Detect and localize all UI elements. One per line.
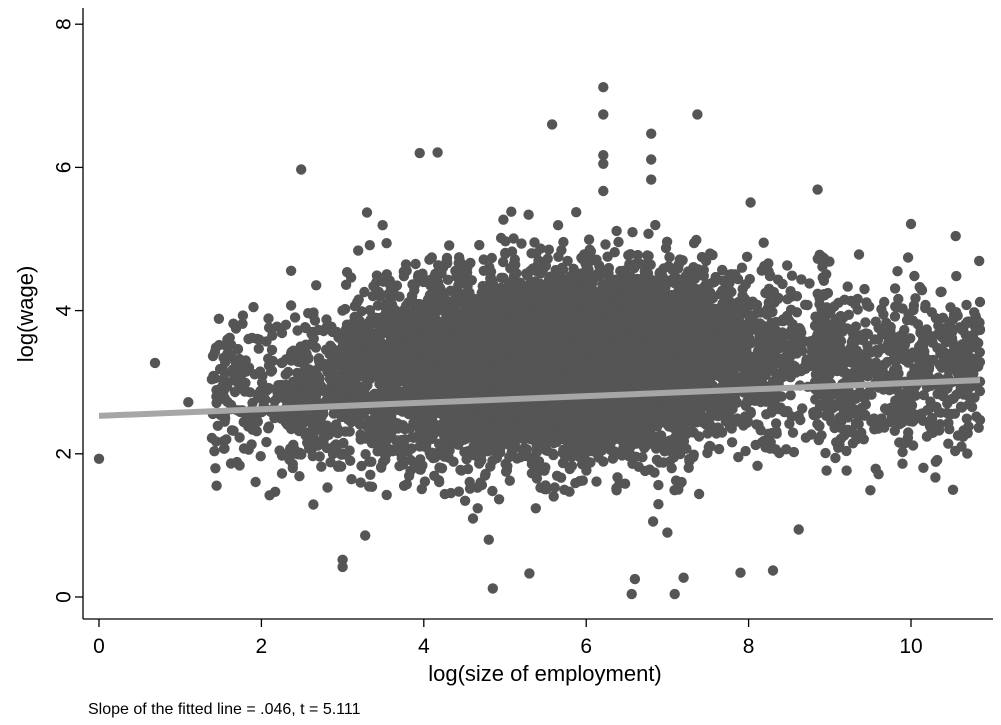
data-point	[947, 484, 959, 495]
data-point	[289, 312, 301, 323]
data-point	[263, 322, 275, 333]
data-point	[355, 477, 366, 488]
data-point	[530, 503, 541, 514]
data-point	[583, 234, 595, 245]
data-point	[691, 234, 702, 246]
data-point	[267, 355, 278, 367]
data-point	[434, 462, 445, 473]
data-point	[897, 458, 908, 469]
data-point	[506, 206, 517, 217]
data-point	[791, 291, 803, 302]
data-point	[777, 278, 788, 290]
data-point	[444, 240, 455, 251]
data-point	[398, 271, 410, 282]
data-point	[591, 476, 602, 487]
data-point	[611, 225, 622, 237]
data-point	[661, 236, 673, 247]
data-point	[266, 344, 278, 356]
data-point	[464, 476, 475, 488]
data-point	[465, 257, 476, 269]
data-point	[787, 427, 799, 438]
data-point	[353, 245, 364, 256]
data-point	[243, 444, 254, 455]
data-point	[613, 236, 624, 248]
data-point	[909, 270, 920, 282]
data-point	[415, 454, 426, 465]
data-point	[213, 313, 225, 324]
data-point	[897, 446, 908, 458]
data-point	[889, 311, 901, 322]
data-point	[570, 477, 581, 489]
data-point	[210, 463, 221, 474]
data-point	[263, 313, 274, 324]
data-point	[974, 255, 985, 267]
data-point	[647, 516, 659, 527]
data-point	[785, 390, 796, 401]
data-point	[713, 443, 725, 455]
data-point	[816, 430, 827, 441]
data-point	[498, 214, 509, 225]
data-point	[480, 468, 491, 480]
data-point	[271, 321, 283, 332]
data-point	[741, 251, 753, 262]
data-point	[504, 475, 515, 486]
data-point	[721, 409, 733, 420]
data-point	[308, 307, 319, 318]
data-point	[250, 476, 261, 488]
data-point	[308, 499, 319, 510]
data-point	[899, 324, 910, 336]
data-point	[853, 249, 865, 260]
data-point	[356, 460, 367, 472]
data-point	[962, 448, 973, 459]
data-point	[381, 238, 392, 249]
data-point	[566, 460, 578, 472]
data-point	[951, 270, 962, 282]
data-point	[726, 437, 738, 448]
data-point	[500, 236, 511, 247]
data-point	[782, 260, 793, 271]
data-point	[508, 233, 519, 244]
data-point	[902, 252, 914, 263]
data-point	[376, 462, 387, 473]
data-point	[487, 485, 498, 497]
data-point	[381, 489, 392, 501]
data-point	[650, 219, 661, 231]
data-point	[493, 494, 505, 505]
data-point	[261, 436, 272, 448]
data-point	[251, 426, 262, 437]
data-point	[211, 480, 222, 491]
data-point	[643, 250, 654, 262]
data-point	[547, 448, 558, 459]
data-point	[770, 418, 782, 429]
data-point	[309, 315, 321, 326]
points-layer	[93, 82, 986, 600]
data-point	[283, 366, 294, 378]
data-point	[951, 307, 962, 318]
data-point	[796, 274, 807, 285]
data-point	[800, 432, 812, 443]
data-point	[740, 445, 751, 457]
data-point	[918, 389, 929, 401]
data-point	[649, 467, 660, 478]
data-point	[571, 207, 582, 218]
data-point	[280, 319, 292, 330]
data-point	[961, 299, 972, 311]
data-point	[793, 524, 804, 535]
data-point	[918, 462, 929, 473]
data-point	[786, 270, 798, 281]
data-point	[820, 447, 831, 459]
data-point	[410, 258, 421, 270]
data-point	[553, 251, 564, 262]
data-point	[377, 220, 388, 231]
data-point	[973, 422, 984, 433]
data-point	[516, 238, 527, 249]
data-point	[860, 317, 871, 328]
